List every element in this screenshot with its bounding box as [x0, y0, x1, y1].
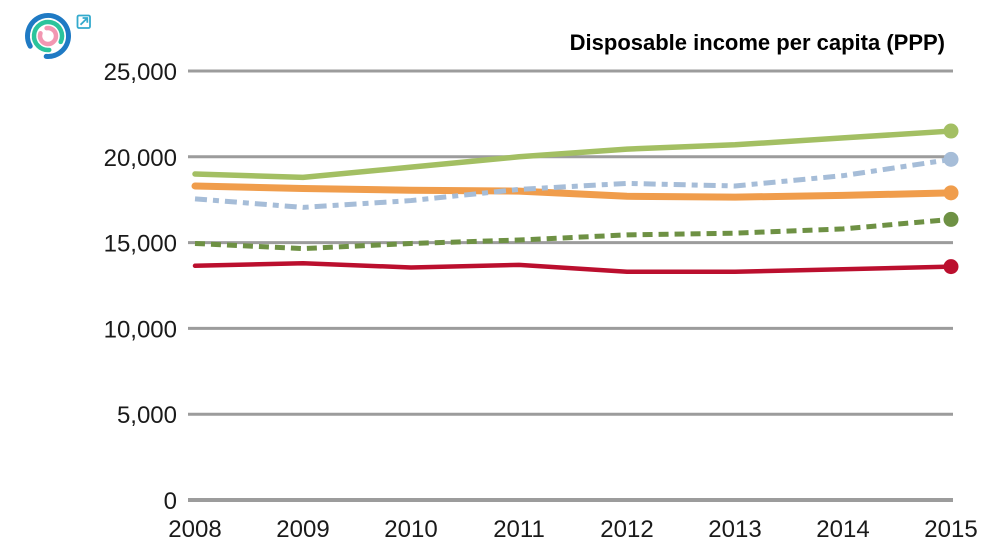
y-tick-label: 25,000 [104, 59, 177, 86]
logo-arc-middle-icon [31, 19, 65, 53]
y-tick-label: 10,000 [104, 316, 177, 343]
series-line-light-blue-dash-dot [194, 156, 952, 210]
x-tick-label: 2013 [708, 516, 761, 543]
x-tick-label: 2009 [276, 516, 329, 543]
x-tick-label: 2011 [493, 516, 545, 543]
series-line-light-green-solid [192, 128, 954, 181]
series-end-marker-light-green-solid [943, 123, 959, 139]
y-tick-label: 20,000 [104, 145, 177, 172]
app-logo[interactable] [24, 12, 92, 62]
external-link-icon[interactable] [76, 14, 91, 29]
series-line-orange-solid [191, 182, 955, 201]
x-tick-label: 2010 [384, 516, 437, 543]
logo-arc-outer-icon [25, 13, 71, 59]
series-line-dark-red-solid [192, 260, 954, 275]
y-tick-label: 15,000 [104, 231, 177, 258]
chart-title: Disposable income per capita (PPP) [569, 30, 945, 55]
x-tick-label: 2015 [924, 516, 977, 543]
series-end-marker-dark-red-solid [943, 259, 959, 275]
y-tick-label: 5,000 [117, 402, 177, 429]
x-tick-label: 2012 [600, 516, 653, 543]
series-line-dark-green-dashed [194, 216, 952, 252]
y-tick-label: 0 [164, 488, 177, 515]
series-end-marker-light-blue-dash-dot [943, 151, 959, 167]
logo-arc-inner-icon [37, 25, 59, 47]
series-end-marker-dark-green-dashed [943, 211, 959, 227]
series-end-marker-orange-solid [943, 185, 959, 201]
x-tick-label: 2014 [816, 516, 869, 543]
x-tick-label: 2008 [168, 516, 221, 543]
